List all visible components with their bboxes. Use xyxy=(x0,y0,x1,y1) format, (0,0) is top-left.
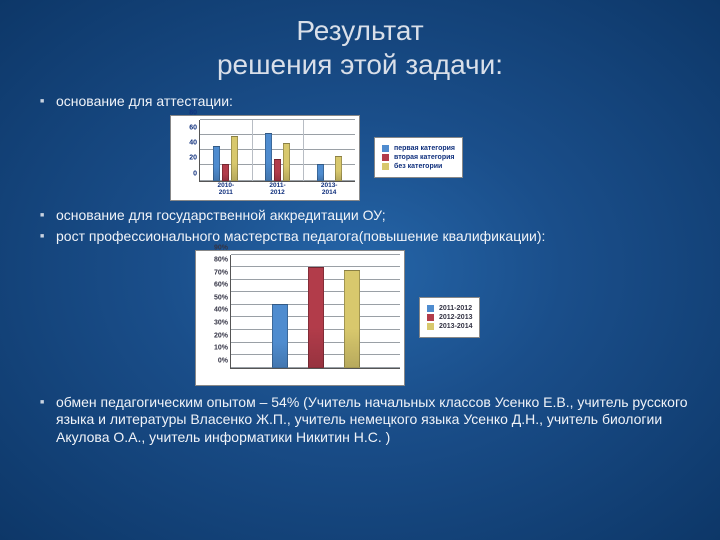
bar xyxy=(265,133,272,180)
swatch-icon xyxy=(382,154,389,161)
chart2-legend: 2011-2012 2012-2013 2013-2014 xyxy=(419,297,480,338)
bar xyxy=(231,136,238,180)
chart2-plot: 0%10%20%30%40%50%60%70%80%90% xyxy=(230,255,400,369)
legend-label: первая категория xyxy=(394,145,455,152)
legend-item: первая категория xyxy=(382,145,455,152)
bar xyxy=(308,267,324,367)
swatch-icon xyxy=(427,323,434,330)
swatch-icon xyxy=(382,163,389,170)
title-line-2: решения этой задачи: xyxy=(217,49,503,80)
chart1: 0204060802010- 20112011- 20122013- 2014 xyxy=(170,115,360,201)
bullet-4: обмен педагогическим опытом – 54% (Учите… xyxy=(48,394,690,447)
bar xyxy=(283,143,290,181)
bar xyxy=(272,304,288,368)
legend-label: вторая категория xyxy=(394,154,455,161)
slide: Результат решения этой задачи: основание… xyxy=(0,0,720,540)
swatch-icon xyxy=(427,314,434,321)
chart1-plot: 0204060802010- 20112011- 20122013- 2014 xyxy=(199,120,355,182)
chart1-legend: первая категория вторая категория без ка… xyxy=(374,137,463,178)
bullet-list: основание для аттестации: xyxy=(30,93,690,111)
legend-label: без категории xyxy=(394,163,442,170)
bar xyxy=(213,146,220,180)
legend-label: 2011-2012 xyxy=(439,305,472,312)
legend-label: 2012-2013 xyxy=(439,314,472,321)
bar xyxy=(344,270,360,368)
chart2: 0%10%20%30%40%50%60%70%80%90% xyxy=(195,250,405,386)
bar xyxy=(274,159,281,180)
bullet-list: основание для государственной аккредитац… xyxy=(30,207,690,246)
legend-item: вторая категория xyxy=(382,154,455,161)
slide-title: Результат решения этой задачи: xyxy=(30,14,690,81)
legend-label: 2013-2014 xyxy=(439,323,472,330)
swatch-icon xyxy=(382,145,389,152)
chart1-wrapper: 0204060802010- 20112011- 20122013- 2014 … xyxy=(170,115,690,201)
title-line-1: Результат xyxy=(296,15,423,46)
legend-item: 2012-2013 xyxy=(427,314,472,321)
bullet-2: основание для государственной аккредитац… xyxy=(48,207,690,225)
swatch-icon xyxy=(427,305,434,312)
legend-item: 2013-2014 xyxy=(427,323,472,330)
legend-item: 2011-2012 xyxy=(427,305,472,312)
bullet-list: обмен педагогическим опытом – 54% (Учите… xyxy=(30,394,690,447)
chart2-wrapper: 0%10%20%30%40%50%60%70%80%90% 2011-2012 … xyxy=(195,250,690,386)
bar xyxy=(335,156,342,180)
bullet-3: рост профессионального мастерства педаго… xyxy=(48,228,690,246)
bar xyxy=(317,164,324,181)
bar xyxy=(222,164,229,181)
legend-item: без категории xyxy=(382,163,455,170)
bullet-1: основание для аттестации: xyxy=(48,93,690,111)
